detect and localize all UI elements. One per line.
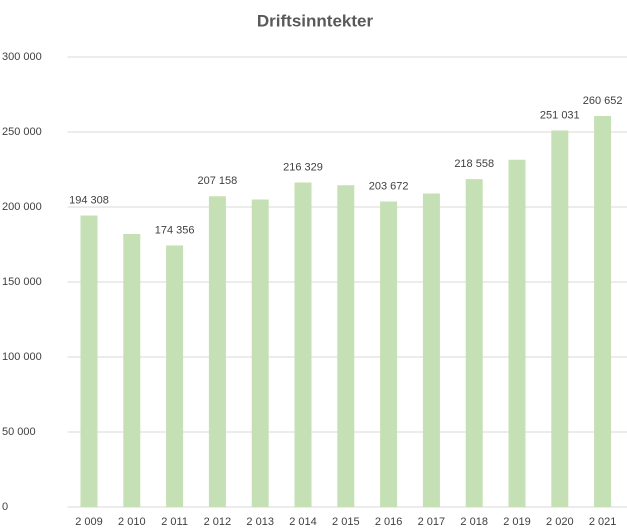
- y-tick-label: 0: [2, 501, 8, 513]
- x-tick-label: 2 021: [589, 516, 617, 528]
- x-tick-label: 2 009: [75, 516, 103, 528]
- x-tick-label: 2 019: [503, 516, 531, 528]
- value-label: 203 672: [369, 180, 409, 192]
- bar: [594, 116, 612, 507]
- y-tick-label: 300 000: [2, 51, 42, 63]
- y-tick-label: 50 000: [2, 426, 36, 438]
- bar: [337, 185, 355, 507]
- x-tick-label: 2 010: [118, 516, 146, 528]
- y-tick-label: 150 000: [2, 276, 42, 288]
- x-tick-label: 2 011: [161, 516, 188, 528]
- value-label: 174 356: [155, 224, 195, 236]
- x-tick-label: 2 013: [246, 516, 274, 528]
- value-label: 207 158: [198, 175, 238, 187]
- bar: [380, 201, 398, 507]
- x-tick-label: 2 018: [460, 516, 488, 528]
- y-tick-label: 250 000: [2, 126, 42, 138]
- x-tick-label: 2 020: [546, 516, 574, 528]
- bar: [551, 130, 569, 508]
- bar: [251, 199, 269, 507]
- x-tick-label: 2 017: [418, 516, 446, 528]
- y-tick-label: 200 000: [2, 201, 42, 213]
- bar: [508, 159, 526, 507]
- value-label: 251 031: [540, 109, 580, 121]
- x-tick-label: 2 012: [204, 516, 232, 528]
- bar: [123, 234, 141, 507]
- value-label: 218 558: [454, 158, 494, 170]
- x-tick-label: 2 014: [289, 516, 317, 528]
- value-label: 194 308: [69, 194, 109, 206]
- bar: [465, 179, 483, 507]
- x-tick-label: 2 016: [375, 516, 403, 528]
- bar: [166, 245, 184, 507]
- bar: [294, 182, 312, 507]
- value-label: 216 329: [283, 161, 323, 173]
- value-label: 260 652: [583, 95, 623, 107]
- bar: [208, 196, 226, 507]
- chart-title: Driftsinntekter: [257, 11, 374, 30]
- x-tick-label: 2 015: [332, 516, 360, 528]
- y-tick-label: 100 000: [2, 351, 42, 363]
- bar: [422, 193, 440, 507]
- bar: [80, 215, 98, 507]
